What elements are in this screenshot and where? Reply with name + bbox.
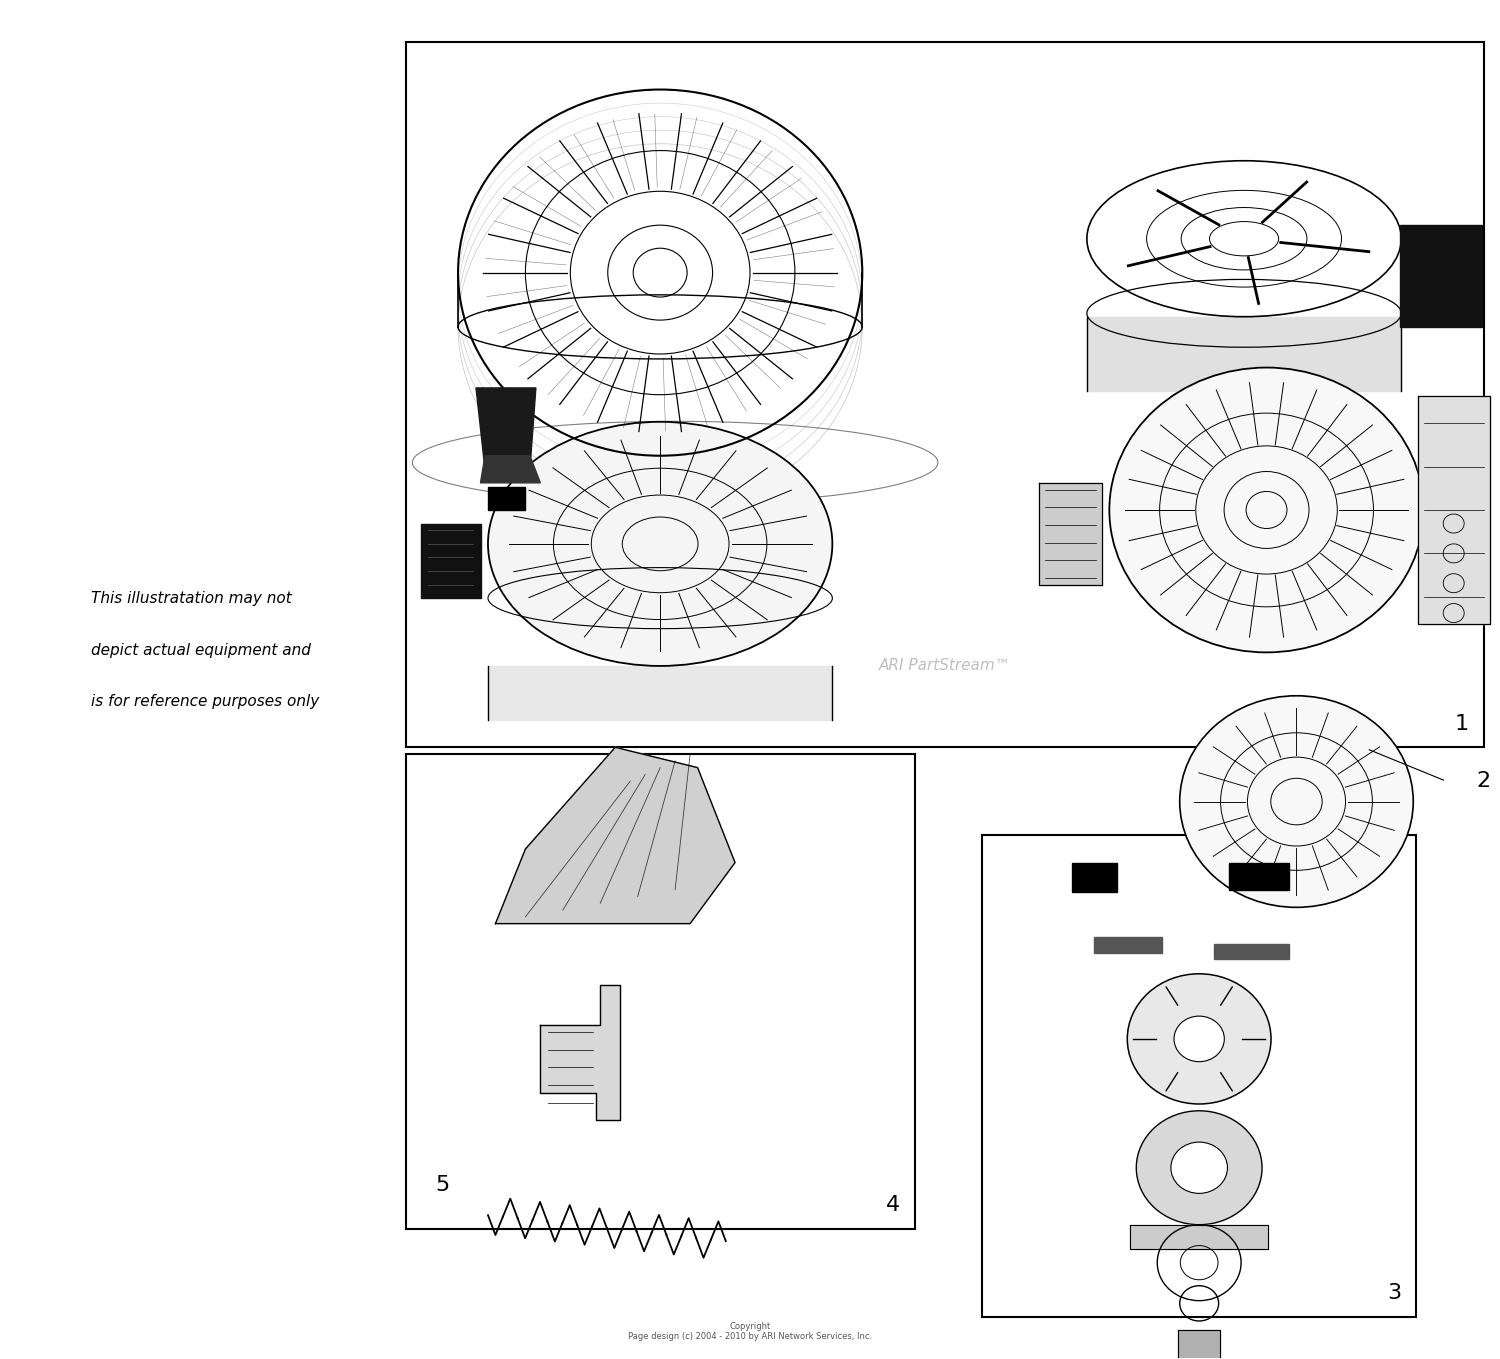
- Polygon shape: [1228, 863, 1288, 890]
- Polygon shape: [1095, 938, 1161, 954]
- Polygon shape: [1214, 945, 1288, 959]
- Text: 2: 2: [1476, 771, 1491, 791]
- Text: depict actual equipment and: depict actual equipment and: [92, 643, 310, 658]
- Circle shape: [1172, 1142, 1227, 1193]
- Circle shape: [1137, 1110, 1262, 1224]
- Circle shape: [1110, 367, 1424, 652]
- Text: is for reference purposes only: is for reference purposes only: [92, 694, 320, 709]
- Text: This illustratation may not: This illustratation may not: [92, 591, 292, 606]
- Polygon shape: [476, 387, 536, 469]
- Polygon shape: [1178, 1330, 1219, 1359]
- Bar: [405, 42, 1484, 747]
- Text: Copyright
Page design (c) 2004 - 2010 by ARI Network Services, Inc.: Copyright Page design (c) 2004 - 2010 by…: [628, 1322, 872, 1341]
- Text: 1: 1: [1455, 713, 1468, 734]
- Ellipse shape: [488, 421, 832, 666]
- Polygon shape: [1418, 395, 1490, 624]
- Circle shape: [1128, 974, 1270, 1104]
- Bar: [982, 836, 1416, 1317]
- Polygon shape: [1130, 1224, 1269, 1249]
- Polygon shape: [488, 487, 525, 510]
- Text: 3: 3: [1388, 1283, 1401, 1303]
- Circle shape: [1179, 696, 1413, 908]
- Text: ARI PartStream™: ARI PartStream™: [879, 659, 1011, 674]
- Polygon shape: [1400, 226, 1482, 328]
- Circle shape: [1174, 1017, 1224, 1061]
- Polygon shape: [1040, 482, 1102, 584]
- Bar: [405, 754, 915, 1229]
- Polygon shape: [1072, 863, 1118, 893]
- Polygon shape: [495, 747, 735, 924]
- Polygon shape: [488, 666, 832, 720]
- Polygon shape: [480, 455, 540, 482]
- Polygon shape: [540, 985, 620, 1120]
- Polygon shape: [420, 523, 480, 598]
- Polygon shape: [1088, 317, 1401, 391]
- Ellipse shape: [1088, 160, 1401, 317]
- Text: 4: 4: [885, 1195, 900, 1215]
- Text: 5: 5: [435, 1174, 450, 1195]
